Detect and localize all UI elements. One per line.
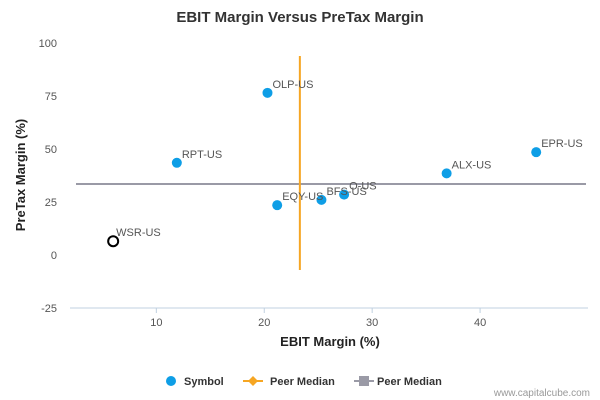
median-lines bbox=[76, 56, 586, 270]
data-point-olp-us[interactable] bbox=[262, 87, 273, 98]
data-point-epr-us[interactable] bbox=[531, 147, 542, 158]
legend-peer-median-y-label: Peer Median bbox=[377, 376, 442, 388]
x-tick-label: 40 bbox=[474, 317, 486, 329]
x-tick-label: 10 bbox=[150, 317, 162, 329]
data-point-wsr-us[interactable] bbox=[107, 235, 120, 248]
y-tick-label: 100 bbox=[39, 38, 57, 50]
data-point-alx-us[interactable] bbox=[441, 168, 452, 179]
y-tick-label: 75 bbox=[45, 91, 57, 103]
point-label: O-US bbox=[349, 181, 377, 193]
legend-peer-median-x-label: Peer Median bbox=[270, 376, 335, 388]
plot-area: 10 20 30 40 100 75 50 25 0 -25 OLP-US RPT-US EPR-U… bbox=[39, 38, 588, 329]
y-tick-label: -25 bbox=[41, 303, 57, 315]
y-axis-title: PreTax Margin (%) bbox=[13, 119, 28, 231]
legend-peer-median-x-marker bbox=[248, 376, 258, 386]
data-point-bfs-us[interactable] bbox=[316, 194, 327, 205]
x-tick-label: 20 bbox=[258, 317, 270, 329]
legend-symbol-marker bbox=[166, 376, 176, 386]
legend-item-symbol[interactable]: Symbol bbox=[166, 376, 224, 388]
data-points: OLP-US RPT-US EPR-US ALX-US O-USBFS-USEQY-US… bbox=[107, 79, 583, 248]
data-point-rpt-us[interactable] bbox=[171, 157, 182, 168]
point-label: RPT-US bbox=[182, 149, 222, 161]
legend: Symbol Peer Median Peer Median bbox=[166, 376, 442, 388]
point-label: OLP-US bbox=[272, 79, 313, 91]
y-tick-label: 25 bbox=[45, 197, 57, 209]
legend-item-peer-median-x[interactable]: Peer Median bbox=[243, 376, 335, 388]
point-label: ALX-US bbox=[452, 159, 492, 171]
legend-peer-median-y-marker bbox=[359, 376, 369, 386]
legend-symbol-label: Symbol bbox=[184, 376, 224, 388]
y-tick-labels: 100 75 50 25 0 -25 bbox=[39, 38, 57, 315]
data-point-eqy-us[interactable] bbox=[272, 200, 283, 211]
x-tick-label: 30 bbox=[366, 317, 378, 329]
point-label: EQY-US bbox=[282, 191, 323, 203]
point-label: EPR-US bbox=[541, 138, 583, 150]
x-axis-title: EBIT Margin (%) bbox=[280, 334, 380, 349]
y-tick-label: 50 bbox=[45, 144, 57, 156]
point-label: BFS-US bbox=[326, 186, 366, 198]
point-label: WSR-US bbox=[116, 227, 161, 239]
y-tick-label: 0 bbox=[51, 250, 57, 262]
data-point-o-us[interactable] bbox=[339, 189, 350, 200]
x-tick-labels: 10 20 30 40 bbox=[150, 308, 486, 329]
legend-item-peer-median-y[interactable]: Peer Median bbox=[354, 376, 442, 388]
chart-title: EBIT Margin Versus PreTax Margin bbox=[176, 9, 423, 26]
credit-link[interactable]: www.capitalcube.com bbox=[493, 388, 590, 399]
